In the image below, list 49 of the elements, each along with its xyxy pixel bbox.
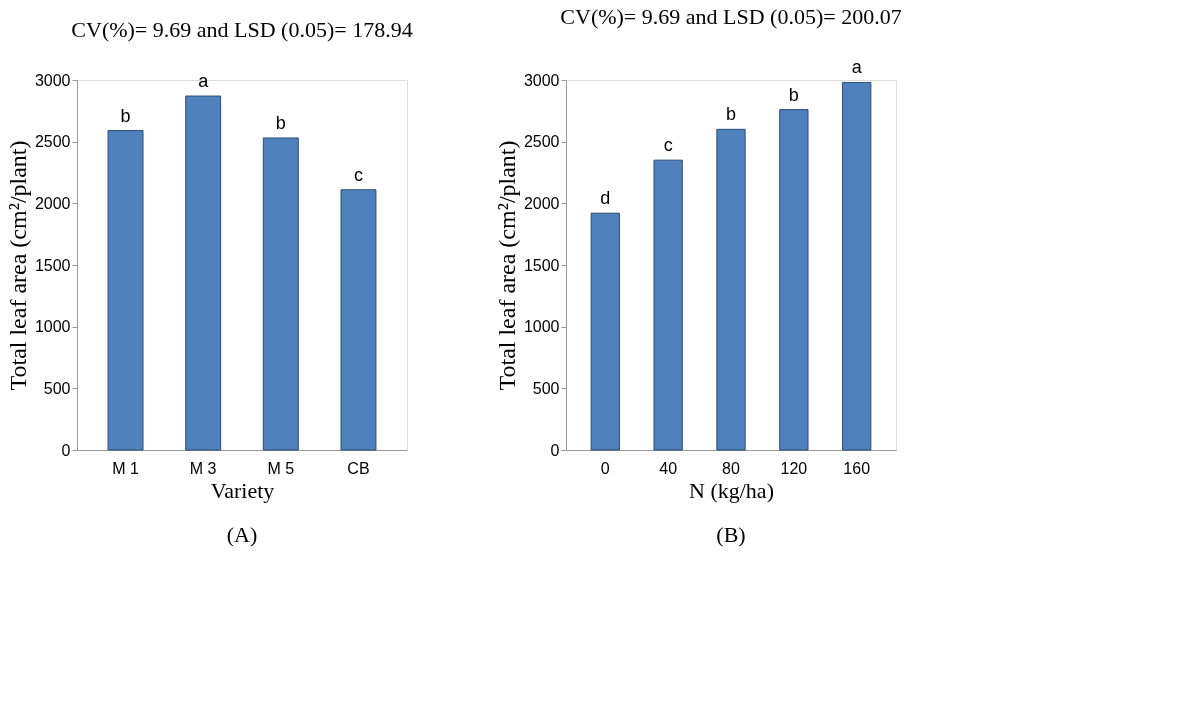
annotation: a (851, 57, 863, 78)
y-tick-label: 0 (550, 441, 560, 459)
bar (185, 95, 222, 451)
text: (A) (226, 522, 258, 547)
y-tick-label: 2000 (523, 194, 560, 212)
bar (779, 109, 809, 451)
y-tick-label: 1500 (523, 256, 560, 274)
x-tick-label: CB (347, 459, 370, 477)
bar (590, 212, 620, 451)
bar (262, 137, 299, 451)
annotation: b (725, 104, 737, 125)
annotation: b (120, 105, 131, 126)
bar (107, 130, 144, 451)
y-tick-label: 0 (61, 441, 71, 459)
y-tick-label: 1500 (34, 256, 71, 274)
bar (842, 81, 872, 451)
x-tick-label: 80 (722, 459, 740, 477)
y-tick-label: 3000 (523, 71, 560, 89)
annotation: c (663, 135, 673, 156)
x-tick-label: 40 (659, 459, 678, 477)
x-tick-label: M 5 (267, 459, 295, 477)
annotation: b (788, 84, 799, 105)
x-tick-label: M 1 (112, 459, 139, 477)
chart-title: CV(%)= 9.69 and LSD (0.05)= 178.94 (71, 17, 413, 42)
x-axis-title: N (kg/ha) (689, 477, 774, 503)
y-tick-label: 1000 (34, 318, 71, 336)
y-tick-label: 3000 (34, 71, 71, 89)
y-tick-label: 2500 (523, 133, 560, 151)
y-tick-label: 2000 (34, 194, 71, 212)
x-tick-label: 120 (780, 459, 808, 477)
y-tick-label: 500 (532, 379, 560, 397)
bar (716, 128, 746, 451)
y-tick-label: 2500 (34, 133, 71, 151)
y-tick-label: 500 (43, 379, 71, 397)
y-tick-label: 1000 (523, 318, 560, 336)
annotation: a (198, 71, 210, 92)
y-axis-title: Total leaf area (cm²/plant) (493, 140, 520, 391)
x-tick-label: 0 (600, 459, 610, 477)
bar (653, 159, 683, 451)
x-axis-title: Variety (210, 477, 275, 503)
annotation: b (275, 112, 286, 133)
x-tick-label: M 3 (189, 459, 217, 477)
y-axis-title: Total leaf area (cm²/plant) (4, 140, 31, 391)
x-tick-label: 160 (843, 459, 871, 477)
bar (340, 189, 377, 451)
annotation: c (353, 164, 363, 185)
text: (B) (716, 522, 746, 547)
chart-title: CV(%)= 9.69 and LSD (0.05)= 200.07 (560, 4, 902, 30)
annotation: d (600, 188, 611, 209)
